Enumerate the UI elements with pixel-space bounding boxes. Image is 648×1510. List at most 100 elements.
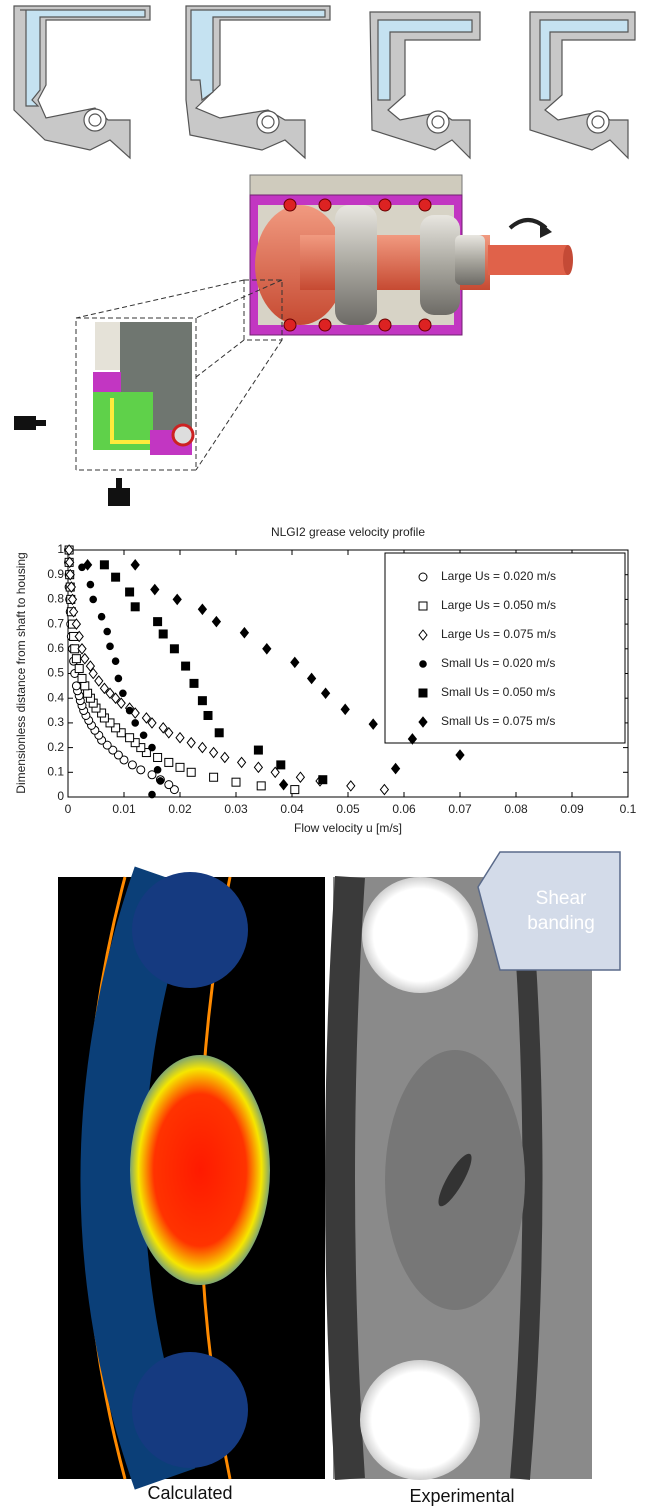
x-tick-label: 0.08 <box>504 802 528 816</box>
legend-box <box>384 552 626 744</box>
y-tick-label: 0.3 <box>47 715 64 729</box>
marker-square <box>318 775 328 785</box>
marker-circle <box>147 770 157 780</box>
marker-diamond <box>186 736 196 749</box>
marker-square <box>253 745 263 755</box>
y-tick-label: 0 <box>57 789 64 803</box>
image-caption: Calculated <box>147 1483 232 1503</box>
marker-square <box>111 572 121 582</box>
marker-square <box>186 767 196 777</box>
marker-square <box>158 629 168 639</box>
marker-diamond <box>197 603 208 616</box>
marker-diamond <box>368 718 378 730</box>
marker-diamond <box>346 780 356 792</box>
marker-circle <box>97 612 106 621</box>
y-tick-label: 0.9 <box>47 567 64 581</box>
marker-square <box>80 681 90 691</box>
legend-marker <box>418 601 428 611</box>
marker-square <box>130 602 140 612</box>
marker-diamond <box>99 682 110 695</box>
marker-circle <box>103 627 111 636</box>
marker-diamond <box>172 593 182 606</box>
legend-label: Small Us = 0.075 m/s <box>441 714 555 728</box>
marker-diamond <box>65 568 75 581</box>
marker-square <box>175 762 185 772</box>
marker-diamond <box>68 605 79 618</box>
x-tick-label: 0.01 <box>112 802 136 816</box>
marker-diamond <box>295 771 306 784</box>
marker-square <box>209 772 219 782</box>
marker-circle <box>153 766 162 774</box>
marker-diamond <box>379 783 390 796</box>
marker-circle <box>139 731 148 740</box>
marker-circle <box>111 657 120 665</box>
marker-circle <box>169 785 179 795</box>
x-tick-label: 0.06 <box>392 802 416 816</box>
marker-diamond <box>94 675 104 687</box>
marker-square <box>290 785 300 795</box>
calculated-image <box>58 866 325 1490</box>
marker-square <box>276 760 286 770</box>
marker-circle <box>113 750 123 760</box>
marker-square <box>130 738 140 748</box>
marker-diamond <box>110 692 121 705</box>
seal-profiles <box>13 5 636 160</box>
marker-circle <box>102 740 112 750</box>
marker-diamond <box>306 672 317 685</box>
x-tick-label: 0.05 <box>336 802 360 816</box>
marker-square <box>105 718 115 728</box>
marker-square <box>77 673 87 683</box>
marker-diamond <box>74 630 84 643</box>
x-tick-label: 0.02 <box>168 802 192 816</box>
marker-diamond <box>236 756 247 769</box>
marker-circle <box>86 580 95 589</box>
marker-diamond <box>208 746 219 759</box>
marker-circle <box>89 595 97 604</box>
marker-diamond <box>175 731 185 744</box>
marker-square <box>125 733 135 743</box>
y-tick-label: 0.7 <box>47 616 64 630</box>
legend-label: Large Us = 0.020 m/s <box>441 569 556 583</box>
annotation: Shear banding <box>527 888 595 934</box>
marker-diamond <box>130 559 140 571</box>
y-tick-label: 1 <box>57 542 64 556</box>
marker-square <box>111 723 121 733</box>
marker-diamond <box>320 687 331 700</box>
marker-square <box>153 617 163 627</box>
x-tick-label: 0.1 <box>620 802 637 816</box>
marker-diamond <box>220 751 230 764</box>
marker-circle <box>106 642 114 651</box>
legend-label: Small Us = 0.020 m/s <box>441 656 555 670</box>
y-tick-label: 0.2 <box>47 740 64 754</box>
image-caption: Experimental <box>409 1486 514 1506</box>
marker-diamond <box>158 722 168 734</box>
y-axis-label: Dimensionless distance from shaft to hou… <box>14 552 28 793</box>
marker-diamond <box>64 544 74 556</box>
marker-diamond <box>253 761 264 774</box>
marker-diamond <box>105 687 115 700</box>
marker-square <box>136 743 146 753</box>
legend-label: Large Us = 0.075 m/s <box>441 627 556 641</box>
x-tick-label: 0.03 <box>224 802 248 816</box>
x-tick-label: 0.04 <box>280 802 304 816</box>
marker-square <box>164 757 174 767</box>
y-tick-label: 0.4 <box>47 690 64 704</box>
marker-square <box>214 728 224 738</box>
marker-diamond <box>278 778 289 791</box>
marker-square <box>74 664 84 674</box>
marker-square <box>83 688 93 698</box>
marker-diamond <box>290 656 300 669</box>
marker-diamond <box>270 766 280 779</box>
marker-circle <box>136 765 146 775</box>
marker-diamond <box>407 733 418 745</box>
marker-diamond <box>116 697 126 709</box>
marker-square <box>141 748 151 758</box>
marker-square <box>256 781 266 791</box>
marker-diamond <box>197 741 208 754</box>
y-tick-label: 0.1 <box>47 764 64 778</box>
marker-diamond <box>239 626 250 639</box>
marker-square <box>97 708 107 718</box>
x-tick-label: 0.09 <box>560 802 584 816</box>
marker-diamond <box>82 559 93 571</box>
